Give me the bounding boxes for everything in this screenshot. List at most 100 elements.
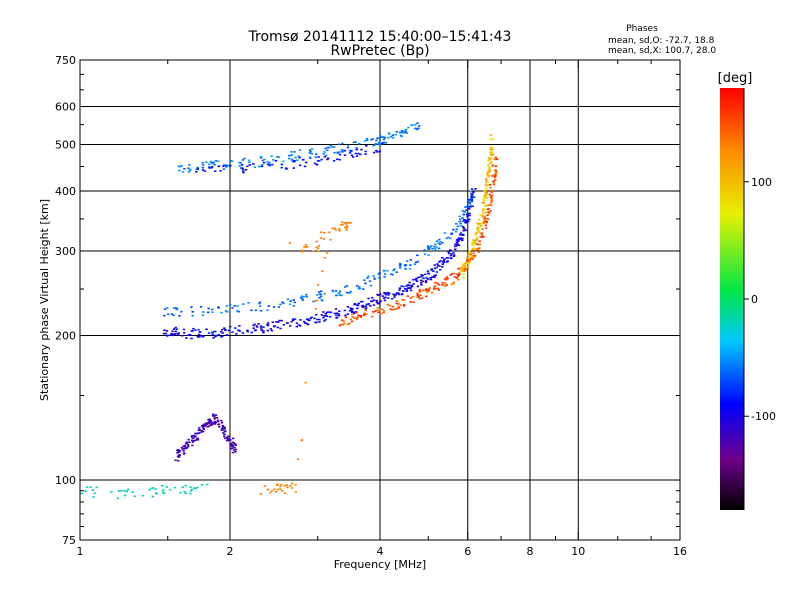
data-point (208, 163, 211, 166)
data-point (274, 160, 278, 162)
data-point (350, 154, 354, 157)
data-point (483, 196, 486, 198)
data-point (420, 282, 423, 284)
data-point (286, 298, 289, 301)
data-point (175, 308, 178, 311)
data-point (234, 443, 237, 445)
data-point (213, 421, 217, 423)
data-point (217, 306, 220, 308)
data-point (314, 308, 317, 310)
data-point (403, 304, 406, 307)
data-point (117, 490, 121, 492)
data-point (186, 444, 190, 446)
data-point (390, 297, 394, 300)
data-point (412, 283, 415, 285)
data-point (381, 308, 384, 311)
data-point (462, 213, 465, 216)
data-point (478, 231, 481, 233)
data-point (327, 157, 330, 160)
data-point (476, 247, 480, 250)
data-point (377, 273, 380, 275)
data-point (315, 240, 318, 243)
data-point (319, 295, 323, 298)
data-point (470, 243, 474, 246)
data-point (408, 267, 412, 270)
data-point (211, 421, 214, 424)
data-point (291, 487, 294, 489)
data-point (322, 317, 325, 319)
data-point (441, 266, 444, 268)
data-point (486, 184, 490, 186)
data-point (190, 337, 193, 340)
data-point (464, 219, 467, 222)
data-point (316, 294, 319, 296)
data-point (485, 220, 489, 223)
data-point (483, 208, 486, 211)
data-point (490, 151, 494, 153)
data-point (410, 284, 413, 287)
data-point (303, 246, 306, 248)
data-point (168, 488, 172, 491)
data-point (337, 314, 341, 317)
data-point (488, 204, 491, 206)
data-point (259, 305, 262, 307)
data-point (493, 174, 496, 177)
data-point (494, 175, 497, 178)
data-point (386, 303, 390, 306)
data-point (489, 154, 493, 156)
data-point (343, 154, 347, 156)
data-point (183, 444, 186, 447)
data-point (404, 130, 407, 133)
data-point (250, 309, 253, 312)
data-point (357, 302, 360, 305)
data-point (416, 285, 420, 288)
data-point (489, 210, 492, 212)
data-point (341, 142, 344, 145)
data-point (411, 124, 414, 126)
data-point (442, 261, 446, 264)
data-point (185, 446, 189, 449)
data-point (454, 230, 458, 233)
data-point (463, 265, 467, 267)
data-point (455, 223, 458, 225)
data-point (468, 212, 471, 215)
data-point (453, 254, 456, 256)
data-point (388, 292, 391, 295)
data-point (318, 297, 321, 299)
data-point (459, 232, 463, 234)
data-point (460, 238, 463, 241)
data-point (382, 138, 386, 141)
data-point (375, 309, 379, 312)
data-point (332, 290, 335, 293)
data-point (489, 138, 492, 141)
data-point (207, 311, 210, 314)
data-point (244, 169, 248, 171)
data-point (151, 487, 155, 489)
data-point (393, 268, 396, 270)
data-point (226, 438, 230, 440)
data-point (467, 257, 470, 259)
data-point (199, 306, 203, 308)
data-point (197, 333, 201, 336)
data-point (404, 128, 408, 131)
data-point (476, 222, 479, 225)
data-point (487, 171, 490, 173)
data-point (471, 247, 474, 250)
data-point (165, 330, 169, 332)
data-point (466, 200, 470, 203)
data-point (217, 334, 220, 336)
data-point (221, 427, 224, 430)
data-point (319, 237, 323, 239)
data-point (382, 297, 386, 300)
data-point (441, 263, 444, 265)
data-point (301, 159, 305, 161)
data-point (482, 198, 485, 200)
data-point (150, 487, 153, 490)
data-point (417, 127, 420, 130)
data-point (393, 296, 396, 298)
data-point (238, 325, 241, 327)
data-point (344, 223, 348, 225)
data-point (172, 328, 176, 330)
data-point (416, 254, 419, 257)
data-point (433, 275, 436, 277)
